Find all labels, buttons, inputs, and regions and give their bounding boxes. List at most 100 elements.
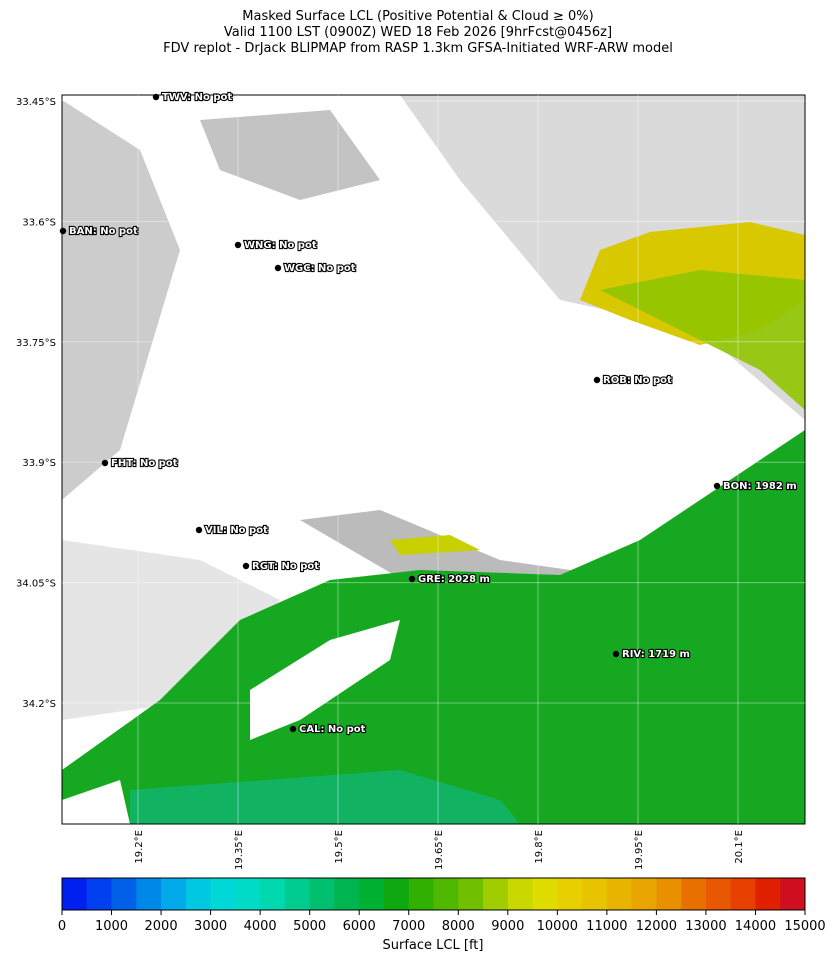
station-label: BON: 1982 m: [723, 481, 797, 492]
colorbar-tick-label: 2000: [145, 919, 178, 934]
station-marker: [59, 227, 67, 235]
station-label: TWV: No pot: [162, 92, 232, 103]
colorbar-swatch: [359, 878, 385, 910]
colorbar-swatch: [483, 878, 509, 910]
lat-label: 33.75°S: [16, 338, 56, 349]
station-marker: [195, 526, 203, 534]
colorbar-tick-label: 3000: [194, 919, 227, 934]
colorbar-swatch: [235, 878, 261, 910]
map-frame: [61, 94, 806, 825]
station-label: CAL: No pot: [299, 724, 366, 735]
terrain: [62, 540, 280, 720]
colorbar-swatch: [408, 878, 434, 910]
station-marker: [152, 93, 160, 101]
colorbar-swatch: [730, 878, 756, 910]
lon-label: 19.35°E: [234, 830, 245, 870]
colorbar-swatch: [86, 878, 113, 910]
lon-label: 19.95°E: [634, 830, 645, 870]
colorbar-swatch: [383, 878, 410, 910]
lon-label: 20.1°E: [734, 830, 745, 864]
station-label: WNG: No pot: [244, 240, 317, 251]
lcl-field: [130, 770, 520, 824]
colorbar-swatch: [582, 878, 608, 910]
title-line: Masked Surface LCL (Positive Potential &…: [242, 9, 593, 24]
colorbar-swatch: [780, 878, 806, 910]
colorbar-swatch: [284, 878, 311, 910]
colorbar-swatch: [136, 878, 162, 910]
station-marker: [408, 575, 416, 583]
colorbar-swatch: [334, 878, 360, 910]
colorbar-swatch: [62, 878, 88, 910]
lat-label: 33.9°S: [22, 458, 56, 469]
lat-label: 34.05°S: [16, 579, 56, 590]
colorbar-swatch: [185, 878, 212, 910]
colorbar-swatch: [507, 878, 534, 910]
colorbar-tick-label: 10000: [537, 919, 578, 934]
lon-label: 19.2°E: [134, 830, 145, 864]
colorbar-tick-label: 15000: [784, 919, 825, 934]
colorbar-frame: [61, 877, 806, 911]
colorbar-tick-label: 9000: [491, 919, 524, 934]
colorbar-tick-label: 5000: [293, 919, 326, 934]
colorbar-tick-label: 1000: [95, 919, 128, 934]
lon-label: 19.5°E: [334, 830, 345, 864]
colorbar-swatch: [631, 878, 657, 910]
station-label: WGC: No pot: [284, 263, 356, 274]
colorbar-tick-label: 13000: [685, 919, 726, 934]
station-marker: [234, 241, 242, 249]
colorbar-swatch: [111, 878, 137, 910]
colorbar-swatch: [260, 878, 286, 910]
colorbar-swatch: [210, 878, 236, 910]
colorbar-swatch: [433, 878, 459, 910]
station-marker: [612, 650, 620, 658]
station-label: GRE: 2028 m: [418, 574, 490, 585]
station-label: VIL: No pot: [205, 525, 268, 536]
colorbar-tick-label: 6000: [343, 919, 376, 934]
lon-label: 19.65°E: [434, 830, 445, 870]
station-label: RGT: No pot: [252, 561, 319, 572]
station-marker: [713, 482, 721, 490]
masked-area: [250, 620, 400, 740]
map: [61, 94, 806, 825]
terrain: [200, 110, 380, 200]
colorbar-tick-label: 8000: [442, 919, 475, 934]
station-label: FHT: No pot: [111, 458, 178, 469]
lon-label: 19.8°E: [534, 830, 545, 864]
colorbar-swatch: [557, 878, 583, 910]
station-marker: [274, 264, 282, 272]
lat-label: 33.6°S: [22, 217, 56, 228]
colorbar-swatch: [606, 878, 633, 910]
colorbar-tick-label: 7000: [392, 919, 425, 934]
station-marker: [242, 562, 250, 570]
colorbar-tick-label: 11000: [586, 919, 627, 934]
colorbar-swatch: [656, 878, 682, 910]
station-marker: [289, 725, 297, 733]
terrain: [62, 100, 180, 500]
colorbar-label: Surface LCL [ft]: [383, 938, 484, 953]
title-line: FDV replot - DrJack BLIPMAP from RASP 1.…: [163, 41, 673, 56]
colorbar-swatch: [161, 878, 187, 910]
colorbar-tick-label: 14000: [735, 919, 776, 934]
station-marker: [593, 376, 601, 384]
station-marker: [101, 459, 109, 467]
title-line: Valid 1100 LST (0900Z) WED 18 Feb 2026 […: [224, 25, 612, 40]
lcl-field: [600, 270, 805, 410]
lat-label: 33.45°S: [16, 97, 56, 108]
terrain: [62, 95, 805, 420]
colorbar-swatch: [681, 878, 707, 910]
station-label: ROB: No pot: [603, 375, 672, 386]
colorbar-tick-label: 12000: [636, 919, 677, 934]
colorbar-swatch: [532, 878, 558, 910]
station-label: BAN: No pot: [69, 226, 138, 237]
colorbar-tick-label: 4000: [244, 919, 277, 934]
lcl-field: [62, 430, 805, 824]
colorbar-swatch: [705, 878, 732, 910]
colorbar-tick-label: 0: [58, 919, 66, 934]
colorbar-swatch: [755, 878, 781, 910]
colorbar-swatch: [458, 878, 484, 910]
station-label: RIV: 1719 m: [622, 649, 690, 660]
colorbar-swatch: [309, 878, 335, 910]
masked-area: [62, 780, 130, 824]
lcl-field: [390, 535, 480, 555]
